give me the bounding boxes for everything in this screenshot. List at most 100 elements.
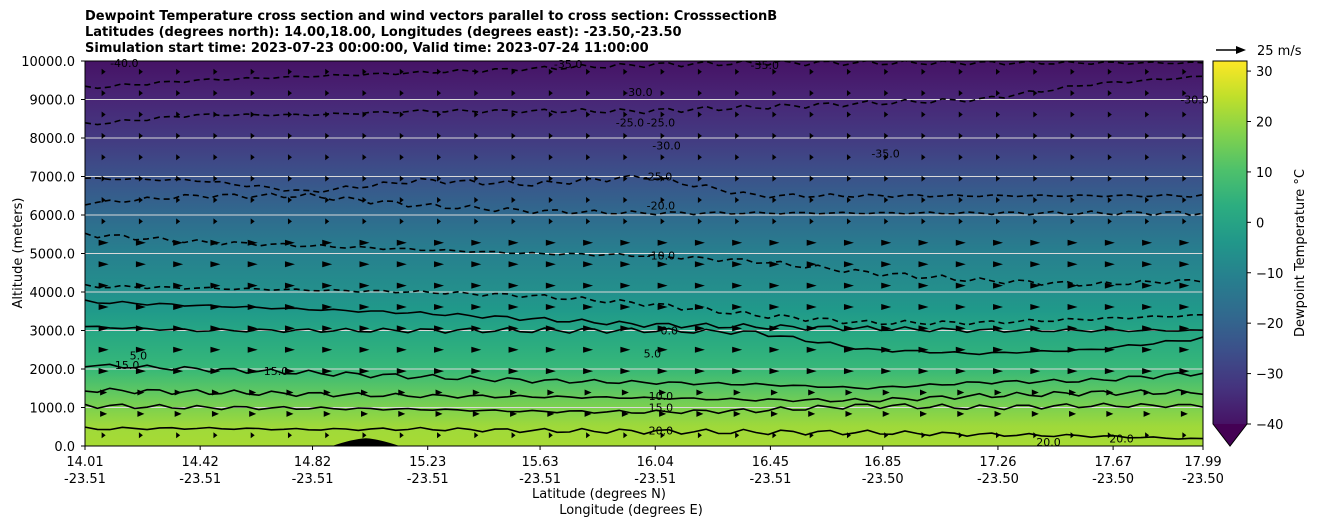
wind-arrow-icon [881, 261, 892, 268]
quiver-key-label: 25 m/s [1257, 44, 1302, 59]
wind-arrow-icon [623, 132, 628, 139]
wind-arrow-icon [843, 261, 854, 268]
wind-arrow-icon [474, 68, 479, 75]
wind-arrow-icon [247, 346, 258, 353]
wind-arrow-icon [287, 218, 292, 225]
wind-arrow-icon [250, 154, 255, 161]
wind-arrow-icon [921, 154, 926, 161]
colorbar-extend-min-triangle [1213, 424, 1247, 446]
wind-arrow-icon [772, 197, 777, 204]
wind-arrow-icon [545, 368, 556, 375]
contour-line-10 [85, 387, 1203, 403]
wind-arrow-icon [846, 175, 851, 182]
wind-arrow-icon [1182, 218, 1187, 225]
wind-arrow-icon [210, 325, 221, 332]
wind-arrow-icon [1067, 346, 1078, 353]
wind-arrow-icon [1033, 132, 1038, 139]
contour-line-minus30 [85, 75, 1203, 126]
wind-arrow-icon [399, 90, 404, 97]
wind-arrow-icon [284, 282, 295, 289]
wind-arrow-icon [623, 218, 628, 225]
colorbar-tick-label: 0 [1256, 216, 1264, 231]
x-tick-label-lat: 17.26 [979, 455, 1016, 470]
wind-arrow-icon [286, 389, 294, 396]
wind-arrow-icon [1067, 261, 1078, 268]
wind-arrow-icon [1104, 303, 1115, 310]
wind-arrow-icon [1070, 432, 1075, 439]
contour-label: -35.0 [554, 58, 582, 71]
wind-arrow-icon [772, 111, 777, 118]
wind-arrow-icon [996, 218, 1001, 225]
wind-arrow-icon [1107, 175, 1112, 182]
wind-arrow-icon [806, 346, 817, 353]
wind-arrow-icon [508, 282, 519, 289]
wind-arrow-icon [1104, 239, 1115, 246]
wind-arrow-icon [1033, 111, 1038, 118]
wind-arrow-icon [173, 282, 184, 289]
wind-arrow-icon [1180, 410, 1188, 417]
wind-arrow-icon [955, 303, 966, 310]
x-tick-label-lat: 15.23 [409, 455, 446, 470]
wind-arrow-icon [993, 303, 1004, 310]
wind-arrow-icon [362, 132, 367, 139]
wind-arrow-icon [1182, 68, 1187, 75]
x-tick-label-lat: 17.67 [1095, 455, 1132, 470]
wind-arrow-icon [101, 197, 106, 204]
wind-arrow-icon [359, 282, 370, 289]
wind-arrow-icon [881, 303, 892, 310]
wind-arrow-icon [620, 239, 631, 246]
wind-arrow-icon [359, 261, 370, 268]
wind-arrow-icon [250, 432, 255, 439]
wind-arrow-icon [434, 261, 445, 268]
wind-arrow-icon [287, 68, 292, 75]
x-tick-label-lon: -23.50 [862, 472, 904, 487]
wind-arrow-icon [1104, 261, 1115, 268]
wind-arrow-icon [548, 111, 553, 118]
wind-arrow-icon [250, 111, 255, 118]
x-tick-label-lat: 15.63 [521, 455, 558, 470]
wind-arrow-icon [211, 410, 219, 417]
wind-arrow-icon [583, 325, 594, 332]
wind-arrow-icon [846, 154, 851, 161]
wind-arrow-icon [921, 432, 926, 439]
wind-arrow-icon [623, 68, 628, 75]
wind-arrow-icon [1142, 346, 1153, 353]
wind-arrow-icon [101, 68, 106, 75]
wind-arrow-icon [881, 325, 892, 332]
wind-arrow-icon [545, 325, 556, 332]
wind-arrow-icon [1179, 346, 1190, 353]
wind-arrow-icon [548, 218, 553, 225]
wind-arrow-icon [138, 68, 143, 75]
wind-arrow-icon [660, 154, 665, 161]
chart-title-line-2: Latitudes (degrees north): 14.00,18.00, … [85, 25, 682, 40]
wind-arrow-icon [287, 90, 292, 97]
wind-arrow-icon [697, 432, 702, 439]
x-tick-label-lat: 17.99 [1184, 455, 1221, 470]
colorbar-tick-label: −40 [1256, 418, 1283, 433]
wind-arrow-icon [98, 368, 109, 375]
x-tick-label-lon: -23.51 [634, 472, 676, 487]
wind-arrow-icon [359, 325, 370, 332]
wind-arrow-icon [359, 303, 370, 310]
wind-arrow-icon [1145, 111, 1150, 118]
wind-arrow-icon [474, 175, 479, 182]
wind-arrow-icon [732, 325, 743, 332]
wind-arrow-icon [881, 346, 892, 353]
wind-arrow-icon [1145, 68, 1150, 75]
wind-arrow-icon [620, 261, 631, 268]
wind-arrow-icon [508, 368, 519, 375]
wind-arrow-icon [510, 389, 518, 396]
wind-arrow-icon [623, 111, 628, 118]
y-tick-label: 4000.0 [30, 286, 76, 301]
x-tick-label-lat: 14.42 [182, 455, 219, 470]
wind-arrow-icon [958, 175, 963, 182]
wind-arrow-icon [657, 303, 668, 310]
wind-arrow-icon [694, 346, 705, 353]
wind-arrow-icon [958, 197, 963, 204]
wind-arrow-icon [735, 111, 740, 118]
wind-arrow-icon [362, 68, 367, 75]
wind-arrow-icon [1033, 197, 1038, 204]
wind-arrow-icon [508, 346, 519, 353]
wind-arrow-icon [213, 154, 218, 161]
wind-arrow-icon [545, 239, 556, 246]
